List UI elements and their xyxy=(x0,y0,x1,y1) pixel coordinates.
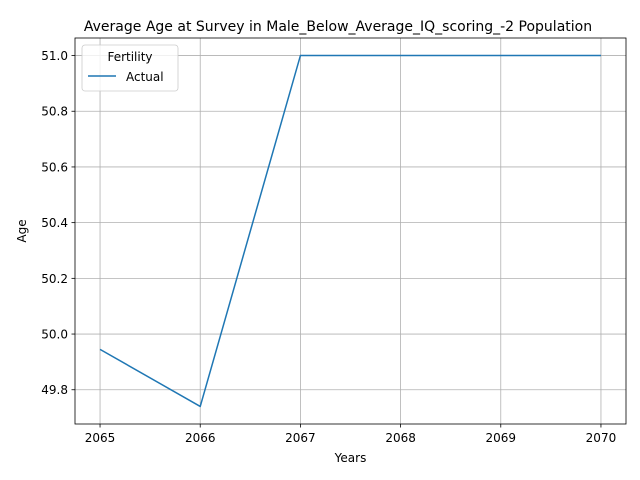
y-axis: 49.8 50.0 50.2 50.4 50.6 50.8 51.0 xyxy=(41,49,75,397)
y-tick-label: 50.4 xyxy=(41,216,68,230)
legend-title: Fertility xyxy=(107,50,152,64)
x-axis-label: Years xyxy=(334,451,367,465)
x-tick-label: 2065 xyxy=(85,431,116,445)
series-layer xyxy=(99,54,601,408)
x-tick-label: 2068 xyxy=(385,431,416,445)
chart-title: Average Age at Survey in Male_Below_Aver… xyxy=(84,19,592,35)
legend-box xyxy=(81,44,179,92)
legend: Fertility Actual xyxy=(81,44,179,92)
y-tick-label: 51.0 xyxy=(41,49,68,63)
y-tick-label: 50.8 xyxy=(41,105,68,119)
y-tick-label: 50.2 xyxy=(41,272,68,286)
x-tick-label: 2070 xyxy=(586,431,617,445)
x-tick-label: 2067 xyxy=(285,431,316,445)
y-tick-label: 49.8 xyxy=(41,383,68,397)
y-tick-label: 50.6 xyxy=(41,160,68,174)
grid xyxy=(75,38,626,424)
x-tick-label: 2066 xyxy=(185,431,216,445)
series-line-actual xyxy=(99,54,601,408)
y-axis-label: Age xyxy=(15,219,29,242)
legend-label-actual: Actual xyxy=(126,70,164,84)
y-tick-label: 50.0 xyxy=(41,328,68,342)
x-axis: 2065 2066 2067 2068 2069 2070 xyxy=(85,424,616,445)
x-tick-label: 2069 xyxy=(485,431,516,445)
plot-frame xyxy=(74,37,627,425)
